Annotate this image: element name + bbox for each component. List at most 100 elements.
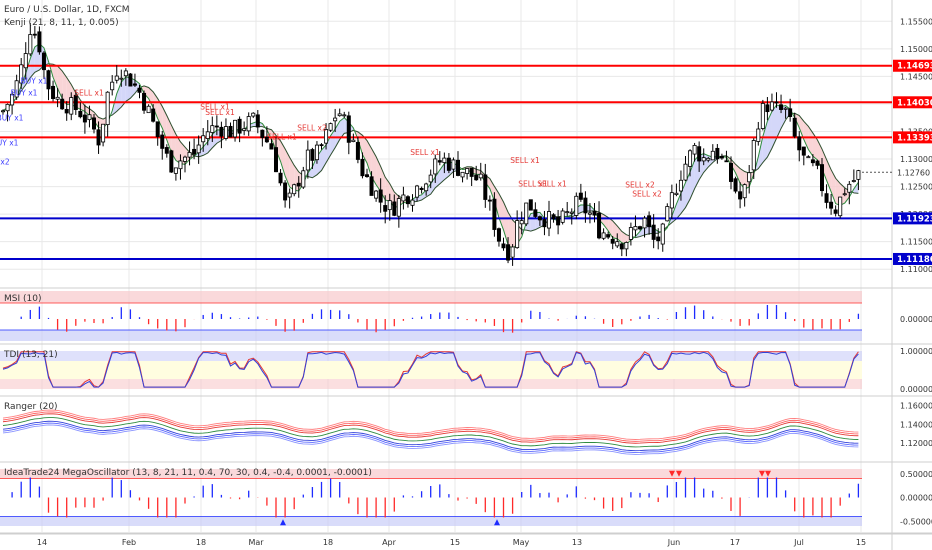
cloud-segment [385,177,390,202]
candle-body [742,184,747,199]
candle-body [110,81,115,91]
candle-body [569,211,574,214]
candle-body [624,242,629,250]
candle-body [542,219,547,228]
signal-label: SELL x1 [205,108,235,117]
candle-body [451,159,456,170]
cloud-segment [307,166,313,178]
candle-body [469,167,474,177]
candle-body [824,193,829,203]
price-tick-label: 1.11500 [900,238,932,247]
tdi-blue-line [2,351,859,388]
candle-body [415,185,420,198]
candle-body [724,160,729,163]
candle-body [173,167,178,174]
cloud-segment [680,182,686,214]
price-tick-label: 1.15500 [900,17,932,26]
cloud-segment [435,170,440,188]
candle-body [251,112,256,117]
cloud-segment [430,176,436,195]
signal-label: x2 [0,158,9,167]
tdi-lower-zone [0,379,862,389]
candle-body [219,126,224,137]
candle-body [101,123,106,143]
candle-body [642,217,647,229]
cloud-segment [426,183,431,197]
candle-body [92,117,97,130]
cloud-segment [198,146,204,157]
candle-body [719,155,724,159]
cloud-segment [367,140,372,177]
candle-body [360,158,365,177]
candle-body [496,228,501,242]
cloud-segment [608,217,613,238]
level-price-tag [893,212,932,225]
time-tick-label: 15 [450,538,460,547]
candle-body [829,201,834,209]
signal-label: SELL x1 [410,148,440,157]
sell-arrow-icon [759,470,765,477]
mega-upper-zone [0,469,862,479]
cloud-segment [735,164,741,184]
candle-body [583,197,588,214]
candle-body [237,118,242,134]
cloud-segment [694,155,700,189]
mega-axis-label: 0.50000 [900,470,932,479]
cloud-segment [853,182,859,194]
candle-body [851,180,856,182]
candle-body [769,101,774,111]
candle-body [779,104,784,110]
candle-body [287,192,292,198]
candle-body [842,193,847,196]
cloud-segment [166,115,172,153]
candle-body [55,96,60,100]
candle-body [815,160,820,166]
candle-body [756,128,761,142]
candle-body [169,150,174,173]
candle-body [14,80,19,98]
candle-body [683,163,688,181]
candle-body [455,159,460,176]
ranger-label: Ranger (20) [4,402,58,412]
cloud-segment [175,134,181,164]
candle-body [656,236,661,242]
candle-body [205,131,210,139]
cloud-segment [371,148,377,185]
candle-body [833,209,838,214]
price-tick-label: 1.12500 [900,183,932,192]
cloud-segment [289,157,295,191]
signal-label: SELL x1 [518,180,548,189]
mega-oscillator-label: IdeaTrade24 MegaOscillator (13, 8, 21, 1… [4,468,372,478]
candle-body [210,125,215,133]
candle-body [51,85,56,99]
candle-body [533,209,538,217]
tdi-label: TDI (13, 21) [3,350,58,360]
tdi-upper-zone [0,351,862,361]
candle-body [410,199,415,206]
mega-lower-zone [0,516,862,526]
candle-body [296,182,301,187]
sell-arrow-icon [765,470,771,477]
candle-body [428,174,433,183]
cloud-segment [276,135,281,162]
candle-body [515,220,520,249]
signal-label: SELL x1 [267,133,297,142]
candle-body [374,190,379,199]
candle-body [305,149,310,171]
candle-body [160,134,165,149]
candle-body [337,113,342,117]
candle-body [760,103,765,129]
candle-body [151,108,156,122]
time-tick-label: 15 [856,538,866,547]
candle-body [847,183,852,193]
signal-label: SELL x1 [510,156,540,165]
msi-lower-zone [0,330,862,341]
candle-body [137,87,142,93]
candle-body [178,160,183,170]
cloud-segment [762,121,768,163]
cloud-segment [116,82,122,112]
candle-body [78,110,83,118]
cloud-segment [162,106,167,140]
